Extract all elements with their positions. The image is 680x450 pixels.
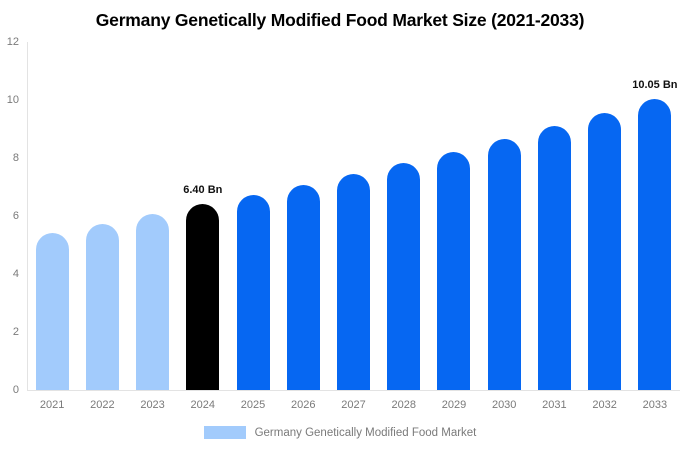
- bar-2030: [487, 139, 521, 390]
- x-tick-label-2032: 2032: [592, 399, 617, 411]
- y-tick-label-2: 2: [12, 326, 19, 338]
- bar-2024: [186, 204, 220, 390]
- y-tick-label-8: 8: [12, 152, 19, 164]
- x-tick-label-2026: 2026: [291, 399, 316, 411]
- annotation-2033: 10.05 Bn: [632, 78, 678, 91]
- x-tick-label-2022: 2022: [90, 399, 115, 411]
- bar-2033: [638, 98, 672, 390]
- bar-2021: [35, 233, 69, 390]
- x-tick-label-2031: 2031: [542, 399, 567, 411]
- x-tick-label-2023: 2023: [140, 399, 165, 411]
- bar-2028: [387, 163, 421, 390]
- bar-2027: [337, 174, 370, 390]
- x-tick-label-2024: 2024: [190, 399, 216, 411]
- x-tick-label-2028: 2028: [391, 399, 416, 411]
- chart-title: Germany Genetically Modified Food Market…: [95, 10, 585, 30]
- legend: Germany Genetically Modified Food Market: [0, 426, 680, 439]
- y-tick-label-0: 0: [12, 384, 19, 396]
- legend-label: Germany Genetically Modified Food Market: [254, 426, 477, 439]
- bar-2023: [136, 214, 170, 390]
- bar-2032: [588, 113, 622, 390]
- x-tick-label-2030: 2030: [491, 399, 517, 411]
- y-tick-label-4: 4: [12, 268, 19, 280]
- bar-2026: [286, 184, 320, 390]
- legend-swatch: [203, 426, 246, 439]
- y-tick-label-6: 6: [12, 210, 19, 222]
- y-tick-label-12: 12: [6, 36, 19, 48]
- x-tick-label-2029: 2029: [441, 399, 467, 411]
- x-tick-label-2033: 2033: [642, 399, 668, 411]
- y-axis-line: [27, 42, 28, 390]
- bar-2029: [437, 151, 471, 390]
- y-tick-label-10: 10: [6, 94, 19, 106]
- annotation-2024: 6.40 Bn: [183, 184, 223, 197]
- x-tick-label-2025: 2025: [240, 399, 266, 411]
- x-tick-label-2021: 2021: [39, 399, 65, 411]
- bar-2025: [236, 194, 270, 390]
- x-axis-line: [27, 390, 680, 391]
- bar-2031: [537, 126, 571, 390]
- x-tick-label-2027: 2027: [341, 399, 366, 411]
- bar-2022: [85, 223, 119, 390]
